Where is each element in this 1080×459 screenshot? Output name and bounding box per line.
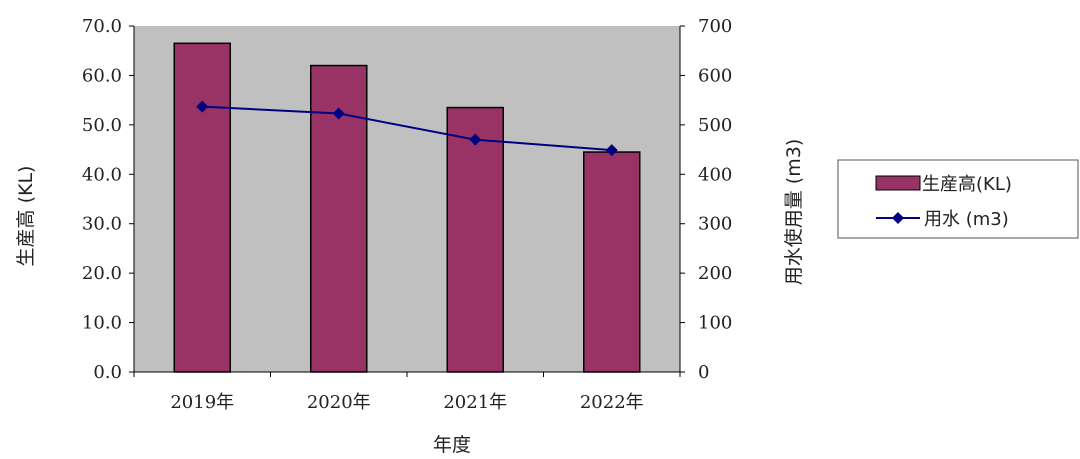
left-tick-label: 30.0	[82, 214, 122, 235]
water-usage-line	[202, 105, 612, 152]
y2-axis-title: 用水使用量 (m3)	[783, 139, 805, 285]
right-tick-label: 400	[698, 164, 732, 185]
left-tick-label: 60.0	[82, 65, 122, 86]
x-tick-label: 2022年	[580, 392, 644, 413]
water-usage-point-2	[332, 107, 345, 120]
legend-line-marker	[892, 212, 904, 224]
water-usage-point-1	[196, 100, 209, 113]
legend-box	[837, 159, 1079, 239]
right-tick-labels: 0 100 200 300 400 500 600 700	[680, 16, 732, 383]
right-tick-label: 300	[698, 214, 732, 235]
left-tick-label: 0.0	[93, 362, 122, 383]
left-tick-label: 70.0	[82, 16, 122, 37]
x-tick-labels: 2019年 2020年 2021年 2022年	[133, 372, 681, 413]
legend-bar-label: 生産高(KL)	[922, 174, 1012, 195]
x-axis-title: 年度	[433, 434, 471, 456]
legend-line-label: 用水 (m3)	[924, 209, 1009, 230]
bars-layer	[173, 42, 641, 373]
right-tick-label: 700	[698, 16, 732, 37]
left-tick-label: 10.0	[82, 313, 122, 334]
y-axis-title: 生産高 (KL)	[15, 166, 37, 267]
line-layer	[196, 100, 618, 157]
legend-bar-swatch	[875, 175, 921, 191]
left-tick-labels: 0.0 10.0 20.0 30.0 40.0 50.0 60.0 70.0	[82, 16, 134, 383]
right-tick-label: 200	[698, 263, 732, 284]
bar-3	[446, 106, 504, 373]
bar-4	[583, 151, 641, 373]
x-tick-label: 2021年	[443, 392, 507, 413]
left-tick-label: 20.0	[82, 263, 122, 284]
right-tick-label: 0	[698, 362, 709, 383]
right-tick-label: 500	[698, 115, 732, 136]
water-usage-point-4	[605, 144, 618, 157]
right-tick-label: 100	[698, 313, 732, 334]
water-usage-point-3	[469, 133, 482, 146]
x-tick-label: 2020年	[307, 392, 371, 413]
right-tick-label: 600	[698, 65, 732, 86]
left-tick-label: 40.0	[82, 164, 122, 185]
bar-1	[173, 42, 231, 373]
left-tick-label: 50.0	[82, 115, 122, 136]
legend: 生産高(KL) 用水 (m3)	[837, 159, 1079, 239]
x-tick-label: 2019年	[170, 392, 234, 413]
